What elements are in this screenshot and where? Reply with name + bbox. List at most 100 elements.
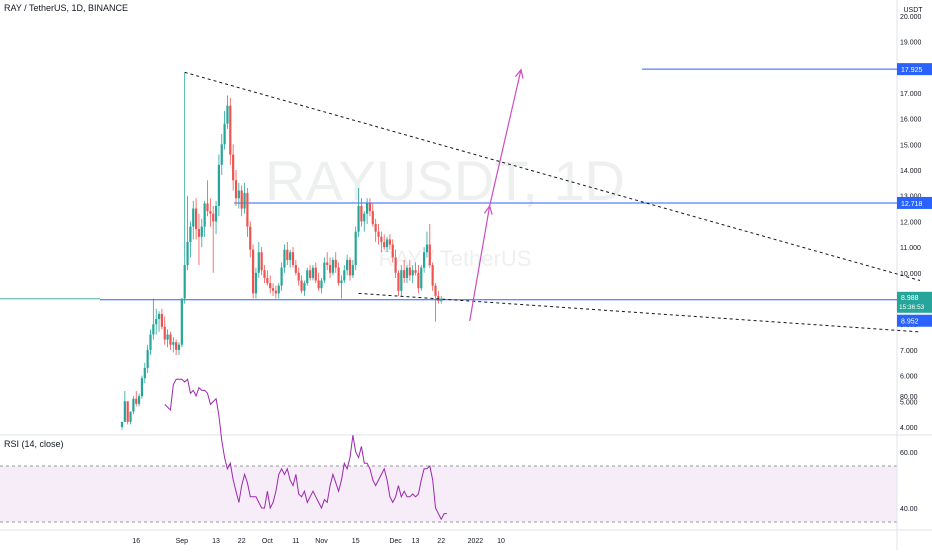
candle-body — [260, 252, 263, 271]
candle-body — [214, 205, 218, 222]
current-price-label: 8.988 — [901, 295, 919, 302]
candle-body — [274, 290, 277, 294]
candle-body — [368, 203, 372, 212]
candle-body — [166, 334, 169, 340]
candle-body — [314, 267, 317, 281]
target-price-label: 17.925 — [901, 67, 923, 74]
candle-body — [374, 223, 377, 232]
time-tick-label: 13 — [412, 538, 420, 545]
drawings — [184, 68, 921, 333]
support-price-label: 8.952 — [901, 319, 919, 326]
candle-body — [229, 105, 232, 155]
candle-body — [234, 180, 238, 199]
candle-body — [294, 265, 297, 273]
time-tick-label: 15 — [352, 538, 360, 545]
candle-body — [160, 313, 163, 327]
candle-body — [417, 272, 420, 289]
candle-body — [155, 319, 158, 325]
countdown-label: 15:36:53 — [899, 304, 925, 311]
candle-body — [157, 313, 161, 320]
candle-body — [354, 231, 357, 266]
candle-body — [380, 236, 383, 242]
price-tick-label: 16.000 — [900, 117, 922, 124]
candle-body — [203, 203, 206, 227]
candle-body — [331, 259, 334, 273]
candle-body — [252, 249, 255, 294]
candle-body — [246, 193, 249, 227]
candle-body — [254, 272, 258, 294]
rsi-axis: 40.00 60.00 80.00 — [900, 394, 918, 513]
rsi-series — [164, 378, 447, 521]
candle-body — [391, 244, 394, 258]
candle-body — [146, 349, 149, 368]
price-tick-label: 20.000 — [900, 14, 922, 21]
candle-body — [348, 259, 352, 276]
candle-body — [140, 378, 144, 397]
candle-body — [291, 252, 295, 266]
time-tick-label: Nov — [315, 538, 328, 545]
candle-body — [420, 267, 423, 289]
candle-body — [388, 239, 391, 245]
candle-body — [405, 267, 409, 278]
candle-body — [440, 298, 443, 302]
watermark-main: RAYUSDT, 1D — [265, 149, 625, 212]
candle-body — [220, 144, 223, 165]
candle-body — [343, 270, 346, 281]
time-tick-label: 2022 — [468, 538, 484, 545]
candle-body — [192, 208, 195, 227]
price-tick-label: 7.000 — [900, 348, 918, 355]
candle-body — [397, 272, 400, 291]
candle-body — [328, 265, 332, 273]
candle-body — [217, 164, 220, 206]
candle-body — [377, 231, 380, 237]
candle-body — [423, 252, 426, 268]
candle-body — [243, 193, 246, 209]
candle-body — [337, 267, 340, 284]
resistance-price-label: 12.718 — [901, 201, 923, 208]
candle-body — [434, 285, 437, 296]
candle-body — [123, 401, 126, 422]
candle-body — [257, 252, 260, 273]
candle-body — [309, 270, 312, 278]
candle-body — [351, 265, 354, 276]
candle-body — [169, 334, 172, 345]
candle-body — [286, 249, 289, 260]
candle-body — [411, 270, 414, 276]
price-tick-label: 14.000 — [900, 168, 922, 175]
candle-body — [303, 283, 306, 291]
rsi-tick-label: 60.00 — [900, 450, 918, 457]
candle-body — [237, 190, 240, 199]
candle-body — [240, 190, 243, 209]
candle-body — [408, 267, 411, 276]
candle-body — [183, 265, 186, 299]
candle-body — [209, 211, 212, 214]
candle-body — [394, 257, 397, 273]
candle-body — [383, 241, 386, 248]
support-price-label-bg — [897, 314, 932, 327]
candles — [120, 72, 443, 430]
candle-body — [232, 154, 235, 181]
projection-arrow-head-end — [514, 68, 524, 79]
candle-body — [172, 342, 175, 345]
candle-body — [311, 267, 315, 278]
lower-trendline — [358, 292, 921, 333]
price-tick-label: 12.000 — [900, 219, 922, 226]
candle-body — [326, 262, 329, 266]
time-tick-label: 13 — [212, 538, 220, 545]
candle-body — [269, 283, 272, 289]
candle-body — [226, 105, 229, 124]
price-tick-label: 15.000 — [900, 142, 922, 149]
candle-body — [206, 203, 209, 212]
candle-body — [385, 239, 389, 248]
candle-body — [129, 411, 132, 422]
candle-body — [403, 270, 406, 278]
time-tick-label: 22 — [437, 538, 445, 545]
rsi-line — [164, 378, 447, 521]
candle-body — [149, 334, 152, 350]
price-tick-label: 4.000 — [900, 425, 918, 432]
candle-body — [425, 244, 429, 253]
time-tick-label: 10 — [497, 538, 505, 545]
candle-body — [195, 208, 198, 230]
price-tick-label: 5.000 — [900, 399, 918, 406]
candle-body — [428, 244, 431, 266]
